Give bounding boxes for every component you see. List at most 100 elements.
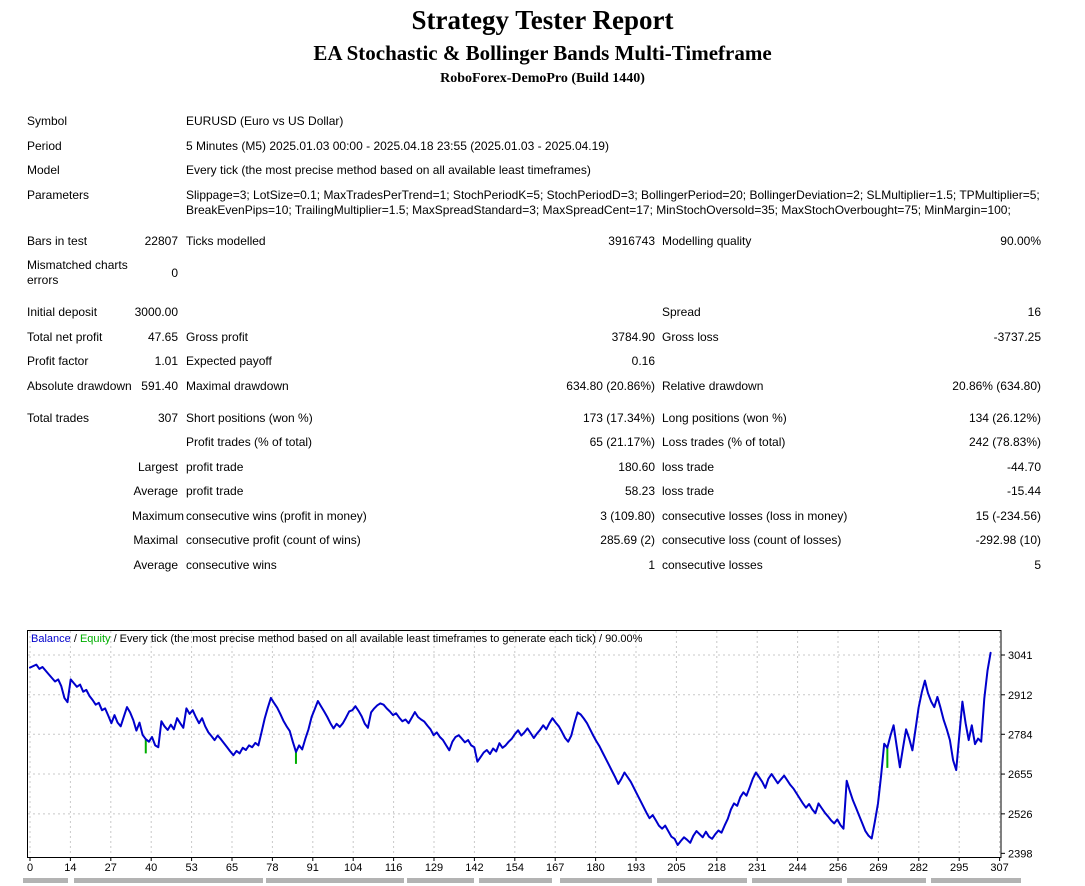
- table-edge-segment: [657, 878, 747, 883]
- stat-value: 47.65: [147, 329, 178, 344]
- stat-value: 22807: [144, 233, 178, 248]
- stat-value: -44.70: [1006, 459, 1041, 474]
- stat-value: 20.86% (634.80): [952, 378, 1041, 393]
- x-axis-label: 91: [307, 862, 319, 874]
- info-value: Slippage=3; LotSize=0.1; MaxTradesPerTre…: [186, 187, 1040, 217]
- stat-label: consecutive losses: [662, 557, 763, 572]
- x-axis-label: 65: [226, 862, 238, 874]
- stat-value: 242 (78.83%): [968, 435, 1041, 449]
- stat-label: loss trade: [662, 459, 715, 474]
- stat-label: Total net profit: [27, 329, 103, 344]
- table-edge-segment: [479, 878, 552, 883]
- balance-line: [29, 651, 992, 846]
- stat-label: profit trade: [186, 459, 244, 474]
- stat-value: 285.69 (2): [600, 533, 655, 547]
- stat-label: Short positions (won %): [186, 410, 313, 425]
- report-server: RoboForex-DemoPro (Build 1440): [440, 71, 645, 86]
- y-axis-label: 2655: [1008, 769, 1032, 781]
- stat-label: Spread: [662, 305, 701, 319]
- info-row: Period 5 Minutes (M5) 2025.01.03 00:00 - …: [27, 139, 1041, 154]
- info-value: Every tick (the most precise method base…: [186, 163, 591, 177]
- x-axis-label: 104: [344, 862, 362, 874]
- stat-row: Profit trades (% of total) 65 (21.17%) Los…: [27, 435, 1041, 450]
- x-axis-label: 154: [506, 862, 524, 874]
- info-label: Symbol: [27, 114, 68, 128]
- stat-value: 3 (109.80): [600, 508, 655, 523]
- stat-value: 3000.00: [134, 305, 178, 319]
- x-axis-label: 78: [266, 862, 278, 874]
- stat-row: Average profit trade 58.23 loss trade -15.44: [27, 484, 1041, 499]
- info-value: EURUSD (Euro vs US Dollar): [186, 114, 344, 128]
- y-axis-label: 2912: [1008, 690, 1032, 702]
- stat-row: Initial deposit 3000.00 Spread 16: [27, 305, 1041, 320]
- stat-label: Absolute drawdown: [27, 378, 132, 393]
- report-title: Strategy Tester Report: [411, 5, 674, 35]
- table-edge-segment: [847, 878, 926, 883]
- chart-legend: Balance / Equity / Every tick (the most …: [31, 633, 642, 646]
- x-axis-label: 180: [586, 862, 604, 874]
- x-axis-label: 53: [185, 862, 197, 874]
- stat-value: 16: [1027, 305, 1041, 319]
- stat-label: Loss trades (% of total): [662, 435, 786, 449]
- legend-description: / Every tick (the most precise method ba…: [110, 633, 643, 645]
- stat-row: Bars in test 22807 Ticks modelled 3916743 Mo…: [27, 234, 1041, 249]
- stat-value: -3737.25: [993, 329, 1041, 344]
- stat-label: loss trade: [662, 484, 715, 498]
- table-edge-segment: [931, 878, 1021, 883]
- stat-label: profit trade: [186, 484, 244, 498]
- x-axis-label: 282: [910, 862, 928, 874]
- x-axis-label: 218: [708, 862, 726, 874]
- stat-value: 1: [648, 557, 655, 572]
- x-axis-label: 307: [990, 862, 1008, 874]
- stat-label: Gross loss: [662, 329, 719, 344]
- stat-label: consecutive wins (profit in money): [186, 508, 367, 523]
- balance-chart: 0 14 27 40 53 65 78 91 104 116 129 142 154 167 180 193 2…: [0, 630, 1085, 886]
- x-axis-label: 0: [27, 862, 33, 874]
- info-row: Model Every tick (the most precise method…: [27, 163, 1041, 178]
- x-axis-label: 142: [465, 862, 483, 874]
- x-axis-label: 167: [546, 862, 564, 874]
- y-axis-label: 2526: [1008, 809, 1032, 821]
- info-rows: Symbol EURUSD (Euro vs US Dollar) Period 5 …: [27, 114, 1041, 218]
- stat-row: Total trades 307 Short positions (won %) 17…: [27, 411, 1041, 426]
- x-axis-label: 269: [869, 862, 887, 874]
- stat-value: 173 (17.34%): [582, 410, 655, 425]
- stat-value: 3784.90: [611, 329, 655, 344]
- stat-row: Maximum consecutive wins (profit in money…: [27, 509, 1041, 524]
- stat-value: 3916743: [608, 233, 655, 248]
- stat-label: Ticks modelled: [186, 233, 266, 248]
- info-label: Model: [27, 163, 60, 177]
- x-axis-label: 129: [425, 862, 443, 874]
- stat-value: Maximal: [133, 533, 178, 547]
- stat-label: Bars in test: [27, 233, 88, 248]
- stat-value: 634.80 (20.86%): [566, 378, 655, 393]
- report-subtitle: EA Stochastic & Bollinger Bands Multi-Ti…: [313, 41, 772, 65]
- info-label: Period: [27, 138, 62, 153]
- stat-label: Long positions (won %): [662, 410, 787, 425]
- stat-label: consecutive wins: [186, 557, 277, 572]
- stat-value: 1.01: [154, 354, 178, 368]
- stat-label: consecutive profit (count of wins): [186, 533, 361, 547]
- stat-label: Relative drawdown: [662, 378, 764, 393]
- stat-value: -292.98 (10): [975, 533, 1041, 547]
- x-axis-label: 27: [105, 862, 117, 874]
- stat-row: Average consecutive wins 1 consecutive loss…: [27, 558, 1041, 573]
- y-axis-label: 3041: [1008, 650, 1032, 662]
- plot-border: [27, 630, 1002, 858]
- stat-label: Maximal drawdown: [186, 378, 289, 393]
- stat-label: Gross profit: [186, 329, 249, 344]
- x-axis-label: 205: [667, 862, 685, 874]
- stat-row: Total net profit 47.65 Gross profit 3784.90…: [27, 330, 1041, 345]
- stat-value: Maximum: [132, 508, 185, 523]
- equity-legend-label: Equity: [79, 633, 111, 645]
- y-axis-label: 2398: [1008, 848, 1032, 860]
- table-edge-segment: [23, 878, 68, 883]
- stat-label: Mismatched charts errors: [27, 258, 128, 287]
- stat-label: consecutive loss (count of losses): [662, 533, 842, 547]
- info-label: Parameters: [27, 187, 90, 202]
- stat-value: 307: [157, 410, 178, 425]
- stat-value: 90.00%: [1000, 233, 1041, 248]
- stat-value: 58.23: [624, 484, 655, 498]
- x-axis-label: 116: [385, 862, 403, 874]
